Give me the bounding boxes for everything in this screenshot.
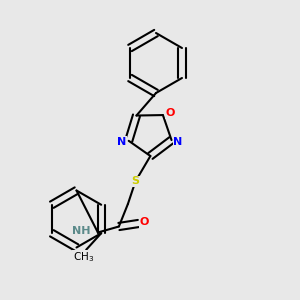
Text: CH$_3$: CH$_3$ (73, 250, 94, 264)
Text: N: N (117, 137, 126, 147)
Text: O: O (140, 217, 149, 227)
Text: N: N (173, 136, 183, 147)
Text: O: O (166, 108, 175, 118)
Text: S: S (131, 176, 140, 187)
Text: NH: NH (72, 226, 90, 236)
